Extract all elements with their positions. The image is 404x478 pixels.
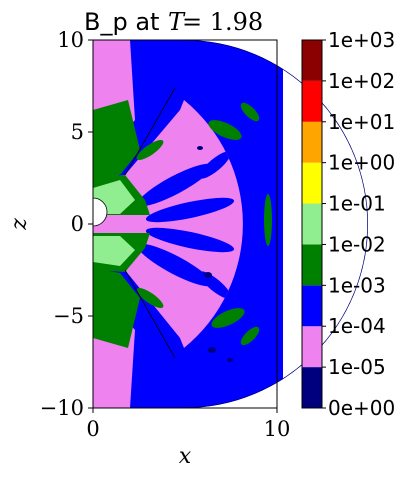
- colorbar-tick-label: 1e+02: [328, 69, 395, 93]
- colorbar-swatch: [302, 203, 322, 245]
- colorbar-tick-label: 0e+00: [328, 396, 395, 420]
- colorbar-swatch: [302, 40, 322, 81]
- boundary-line-top: [124, 87, 176, 176]
- region-1e-03-blob-6: [136, 287, 164, 309]
- region-1e-04-lobe-5: [199, 151, 231, 179]
- region-0e00-speck-1: [204, 272, 212, 278]
- title-prefix: B_p at: [84, 8, 159, 36]
- region-1e-04-lobe-4: [137, 243, 213, 287]
- region-1e-03-blob-2: [211, 308, 245, 328]
- region-0e00-speck-3: [227, 358, 233, 362]
- x-tick-label: 0: [86, 417, 99, 441]
- central-star: [92, 197, 108, 227]
- colorbar-swatch: [302, 285, 322, 327]
- colorbar-tick-label: 1e+00: [328, 151, 395, 175]
- y-tick-label: 10: [57, 28, 84, 52]
- heatmap-field: [93, 40, 368, 408]
- colorbar-tick-label: 1e-05: [328, 355, 386, 379]
- colorbar-tick-label: 1e-02: [328, 232, 386, 256]
- title-value: = 1.98: [182, 8, 263, 36]
- colorbar-swatch: [302, 367, 322, 408]
- y-axis-label: z: [7, 218, 32, 231]
- region-1e-03-bottom: [93, 268, 140, 348]
- colorbar-swatch: [302, 162, 322, 204]
- region-1e-03-rim: [264, 194, 272, 246]
- colorbar-frame: [301, 39, 323, 409]
- colorbar-swatch: [302, 326, 322, 368]
- y-tick-label: −5: [53, 304, 84, 328]
- outer-boundary: [183, 40, 368, 408]
- region-0e00-speck-4: [197, 146, 203, 150]
- y-tick-label: 0: [71, 212, 84, 236]
- title-variable: T: [168, 8, 186, 36]
- region-1e-04-lobe-6: [199, 271, 231, 299]
- region-1e-03-blob-4: [240, 326, 260, 346]
- region-1e-03-blob-5: [136, 139, 164, 161]
- colorbar-tick-label: 1e+01: [328, 110, 395, 134]
- region-0e00-speck-2: [208, 347, 216, 353]
- region-1e-04-lobe-1: [137, 163, 213, 207]
- region-1e-04-lobe-2: [145, 197, 235, 223]
- colorbar-swatch: [302, 80, 322, 122]
- chart-title: B_p at T = 1.98: [84, 8, 263, 36]
- colorbar-tick-label: 1e-01: [328, 192, 386, 216]
- y-tick-label: 5: [71, 120, 84, 144]
- y-axis-ticks: 10 5 0 −5 −10: [40, 28, 93, 420]
- x-tick-label: 10: [264, 417, 291, 441]
- colorbar-tick-label: 1e+03: [328, 28, 395, 52]
- boundary-line-bottom: [124, 269, 176, 359]
- region-1e-03-blob-3: [240, 102, 260, 122]
- region-1e-02-bottom: [93, 236, 135, 266]
- x-axis-label: x: [179, 444, 192, 469]
- x-axis-ticks: 0 10: [86, 408, 290, 441]
- region-1e-03-blob-1: [208, 120, 242, 140]
- colorbar-tick-label: 1e-03: [328, 273, 386, 297]
- colorbar-swatch: [302, 244, 322, 286]
- region-1e-03-top: [93, 100, 140, 180]
- colorbar-tick-label: 1e-04: [328, 314, 386, 338]
- colorbar-swatch: [302, 121, 322, 163]
- y-tick-label: −10: [40, 396, 84, 420]
- region-1e-04-lobe-3: [145, 227, 235, 253]
- colorbar: 0e+00 1e-05 1e-04 1e-03 1e-02 1e-01 1e+00 1e+01…: [301, 28, 395, 420]
